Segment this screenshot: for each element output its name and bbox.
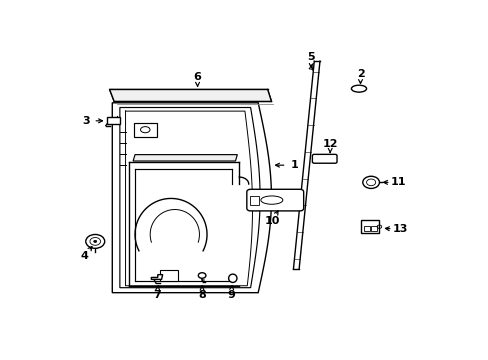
FancyBboxPatch shape bbox=[106, 117, 120, 124]
Ellipse shape bbox=[351, 85, 366, 92]
Circle shape bbox=[94, 240, 97, 243]
Text: 11: 11 bbox=[390, 177, 406, 187]
Circle shape bbox=[198, 273, 205, 278]
FancyBboxPatch shape bbox=[361, 220, 379, 233]
Text: 3: 3 bbox=[82, 116, 89, 126]
Text: 2: 2 bbox=[356, 69, 364, 79]
Polygon shape bbox=[151, 275, 163, 279]
Text: 6: 6 bbox=[193, 72, 201, 82]
FancyBboxPatch shape bbox=[312, 154, 336, 163]
Polygon shape bbox=[109, 90, 271, 102]
FancyBboxPatch shape bbox=[134, 123, 157, 137]
Text: 1: 1 bbox=[290, 160, 298, 170]
Text: 13: 13 bbox=[392, 225, 407, 234]
Ellipse shape bbox=[228, 274, 237, 283]
FancyBboxPatch shape bbox=[160, 270, 178, 281]
Text: 4: 4 bbox=[81, 251, 88, 261]
Circle shape bbox=[85, 234, 104, 248]
Text: 7: 7 bbox=[153, 290, 161, 300]
FancyBboxPatch shape bbox=[246, 189, 303, 211]
Polygon shape bbox=[112, 103, 271, 293]
Circle shape bbox=[362, 176, 379, 188]
Text: 12: 12 bbox=[322, 139, 337, 149]
Text: 5: 5 bbox=[307, 52, 314, 62]
Text: 9: 9 bbox=[227, 290, 235, 300]
Polygon shape bbox=[133, 155, 237, 161]
Text: 8: 8 bbox=[198, 290, 205, 300]
Text: 10: 10 bbox=[264, 216, 279, 226]
Polygon shape bbox=[120, 108, 260, 288]
